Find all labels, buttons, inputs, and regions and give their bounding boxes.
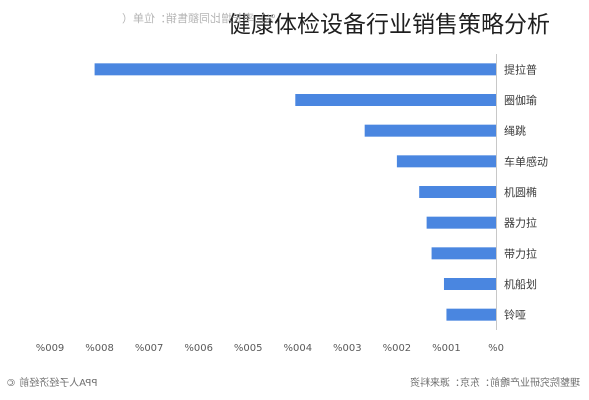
bar-动感单车 [396,155,496,168]
x-tick-label: %009 [36,343,65,354]
bar-拉力带 [431,247,496,260]
bar-哑铃 [446,308,496,321]
category-label: 圈伽瑜 [504,93,537,107]
x-tick-label: %0 [488,343,504,354]
x-tick-label: %005 [234,343,263,354]
category-label: 器力拉 [504,216,537,230]
bar-椭圆机 [419,186,496,198]
bar-普拉提 [94,63,496,76]
category-label: 带力拉 [504,246,537,260]
bar-划船机 [443,278,496,290]
category-label: 绳跳 [504,124,526,138]
x-tick-label: %003 [333,343,362,354]
bar-拉力器 [426,216,496,229]
bar-group [94,63,496,321]
x-tick-label: %001 [432,343,461,354]
category-label: 铃哑 [504,308,526,322]
x-tick-label: %004 [283,343,312,354]
x-tick-label: %007 [135,343,164,354]
bar-瑜伽圈 [295,94,496,106]
category-label: 机圆椭 [504,185,537,199]
bar-跳绳 [364,124,496,137]
footer-copyright: PPA人子经济经前 © [6,378,98,389]
page-title: 健康体检设备行业销售策略分析 [228,12,550,38]
x-tick-labels: %0 %001 %002 %003 %004 %005 %006 %007 %008 %009 [36,343,504,354]
x-tick-label: %002 [383,343,412,354]
category-label: 车单感动 [504,154,548,168]
category-label: 机船划 [504,277,537,291]
x-tick-label: %006 [184,343,213,354]
category-label: 提拉普 [504,62,537,76]
footer-source: 理整院究研业产瞻前：东京：源来料资 [410,378,580,389]
x-tick-label: %008 [85,343,114,354]
